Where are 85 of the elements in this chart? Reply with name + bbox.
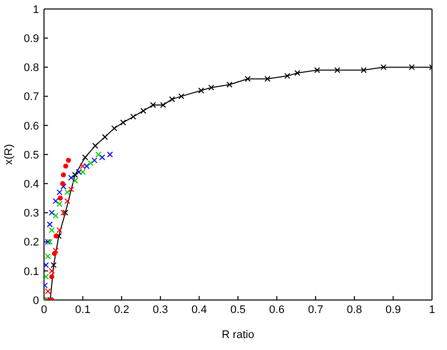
point [68, 174, 74, 181]
x-tick-label: 0.5 [230, 304, 246, 316]
y-tick-label: 0.8 [24, 62, 39, 74]
point [66, 158, 71, 163]
point [48, 227, 55, 234]
point [54, 233, 59, 238]
point [72, 172, 78, 178]
x-tick-label: 1 [428, 304, 436, 316]
point [88, 160, 94, 166]
point [60, 184, 66, 190]
point [56, 227, 63, 234]
point [380, 64, 386, 70]
y-axis-title: x(R) [2, 144, 15, 165]
point [58, 196, 63, 201]
point [84, 163, 90, 170]
point [120, 119, 126, 126]
point [48, 268, 55, 274]
point [80, 163, 86, 170]
point [178, 93, 184, 100]
point [44, 288, 51, 294]
point [198, 87, 204, 94]
point [56, 232, 62, 239]
x-tick-label: 0.1 [75, 304, 90, 316]
x-tick-label: 0.6 [269, 304, 284, 316]
x-tick-label: 0.4 [192, 304, 207, 316]
point [44, 262, 49, 268]
point [52, 248, 59, 254]
x-tick-label: 0 [40, 304, 48, 316]
point [226, 82, 232, 88]
x-axis-title: R ratio [222, 329, 254, 341]
point [160, 102, 166, 108]
point [111, 125, 118, 132]
point [64, 189, 70, 196]
y-tick-label: 1 [32, 4, 39, 16]
point [264, 76, 270, 82]
point [130, 114, 136, 120]
point [49, 274, 54, 280]
point [60, 172, 66, 178]
point [140, 108, 146, 114]
y-tick-label: 0.2 [24, 236, 39, 249]
point [92, 142, 98, 149]
point [80, 168, 86, 175]
point [52, 198, 59, 204]
point [44, 274, 49, 280]
y-tick-label: 0.7 [24, 91, 39, 104]
point [95, 152, 102, 158]
point [106, 152, 113, 158]
point [52, 212, 59, 219]
point [314, 67, 320, 74]
point [60, 181, 66, 186]
y-tick-label: 0.5 [24, 149, 39, 162]
y-tick-label: 0.3 [24, 208, 39, 220]
x-tick-label: 0.3 [152, 304, 168, 316]
x-tick-label: 0.8 [346, 304, 362, 316]
point [284, 72, 290, 79]
point [68, 186, 74, 192]
point [82, 154, 88, 160]
y-tick-label: 0 [32, 294, 39, 307]
point [64, 198, 70, 204]
y-tick-label: 0.1 [24, 266, 39, 278]
y-tick-label: 0.4 [24, 178, 39, 191]
point [48, 210, 55, 216]
point [360, 67, 367, 74]
point [56, 189, 63, 196]
point [46, 221, 53, 228]
point [334, 67, 340, 74]
point [44, 253, 51, 260]
point [294, 70, 300, 76]
x-tick-label: 0.7 [308, 304, 324, 316]
point [408, 64, 415, 70]
point [56, 200, 63, 207]
y-tick-label: 0.6 [24, 120, 39, 132]
point [91, 157, 98, 164]
point [150, 102, 156, 108]
point [99, 154, 106, 160]
point [244, 76, 251, 82]
point [102, 134, 108, 140]
point [208, 84, 214, 91]
y-tick-label: 0.9 [24, 33, 39, 46]
x-tick-label: 0.2 [114, 304, 130, 316]
point [50, 262, 57, 268]
point [52, 250, 57, 256]
point [169, 96, 176, 102]
point [63, 164, 68, 169]
x-tick-label: 0.9 [386, 304, 401, 316]
